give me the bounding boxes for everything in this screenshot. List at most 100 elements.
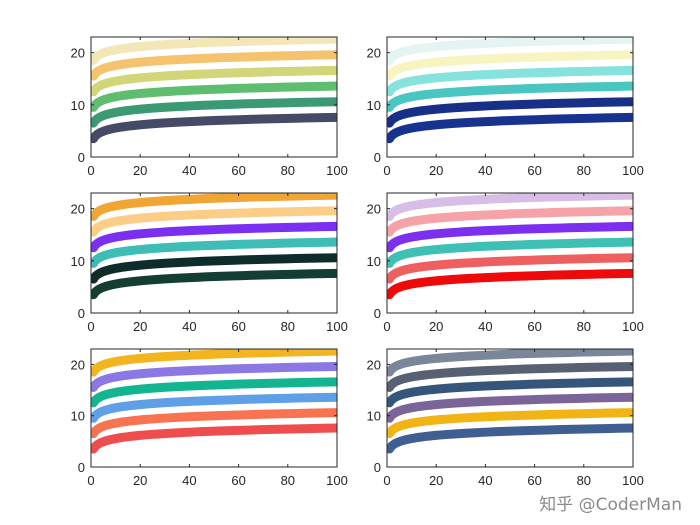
chart-panel-row-3-left: 0 20 40 60 80 100 0 10 20 xyxy=(71,348,348,488)
chart-panel-row-2-right: 0 20 40 60 80 100 0 10 20 xyxy=(367,192,644,334)
y-tick-label: 20 xyxy=(71,202,85,217)
x-tick-label: 40 xyxy=(478,473,492,488)
x-tick-label: 60 xyxy=(231,319,245,334)
series-line-4 xyxy=(387,65,633,97)
y-tick-label: 0 xyxy=(78,306,85,321)
x-tick-label: 100 xyxy=(326,473,348,488)
series-line-3 xyxy=(387,81,633,112)
x-tick-label: 40 xyxy=(182,319,196,334)
chart-panel-row-3-right: 0 20 40 60 80 100 0 10 20 xyxy=(367,348,644,488)
y-tick-label: 10 xyxy=(71,409,85,424)
x-tick-label: 100 xyxy=(326,163,348,178)
y-tick-label: 0 xyxy=(374,460,381,475)
x-tick-label: 80 xyxy=(281,473,295,488)
y-tick-label: 20 xyxy=(367,357,381,372)
series-line-3 xyxy=(91,81,337,112)
series-line-5 xyxy=(387,50,633,81)
series-line-3 xyxy=(387,392,633,423)
series-line-6 xyxy=(387,193,633,221)
x-tick-label: 0 xyxy=(383,163,390,178)
y-tick-label: 10 xyxy=(367,98,381,113)
x-tick-label: 80 xyxy=(577,473,591,488)
x-tick-label: 0 xyxy=(383,319,390,334)
x-tick-label: 20 xyxy=(429,163,443,178)
x-tick-label: 100 xyxy=(622,163,644,178)
x-tick-label: 100 xyxy=(622,473,644,488)
x-tick-label: 40 xyxy=(182,473,196,488)
x-tick-label: 20 xyxy=(133,319,147,334)
x-tick-label: 80 xyxy=(281,163,295,178)
series-line-5 xyxy=(91,206,337,237)
x-tick-label: 40 xyxy=(182,163,196,178)
chart-panel-row-2-left: 0 20 40 60 80 100 0 10 20 xyxy=(71,192,348,334)
series-line-2 xyxy=(91,97,337,128)
axes-box xyxy=(386,348,634,468)
x-tick-label: 40 xyxy=(478,319,492,334)
y-tick-label: 10 xyxy=(71,98,85,113)
y-tick-label: 10 xyxy=(71,254,85,269)
series-line-1 xyxy=(387,268,633,300)
y-tick-label: 0 xyxy=(374,306,381,321)
series-line-2 xyxy=(387,408,633,439)
series-line-4 xyxy=(91,377,337,408)
series-line-1 xyxy=(387,423,633,454)
axes-box xyxy=(90,348,338,468)
series-line-5 xyxy=(91,50,337,81)
series-line-3 xyxy=(91,237,337,268)
series-line-1 xyxy=(91,268,337,300)
axes-box xyxy=(90,36,338,158)
series-line-4 xyxy=(387,221,633,253)
series-line-6 xyxy=(91,349,337,377)
chart-panel-row-1-right: 0 20 40 60 80 100 0 10 20 xyxy=(367,36,644,178)
y-tick-label: 10 xyxy=(367,254,381,269)
x-tick-label: 100 xyxy=(326,319,348,334)
series-line-2 xyxy=(91,408,337,439)
axes-box xyxy=(386,192,634,314)
y-tick-label: 20 xyxy=(71,357,85,372)
x-tick-label: 100 xyxy=(622,319,644,334)
x-tick-label: 20 xyxy=(429,473,443,488)
series-line-2 xyxy=(387,253,633,284)
y-tick-label: 10 xyxy=(367,409,381,424)
y-tick-label: 0 xyxy=(374,150,381,165)
series-line-4 xyxy=(91,221,337,253)
series-line-1 xyxy=(387,112,633,144)
axes-box xyxy=(90,192,338,314)
series-line-5 xyxy=(387,206,633,237)
x-tick-label: 0 xyxy=(87,319,94,334)
series-line-2 xyxy=(387,97,633,128)
chart-panel-row-1-left: 0 20 40 60 80 100 0 10 20 xyxy=(71,36,348,178)
series-line-3 xyxy=(91,392,337,423)
series-line-6 xyxy=(91,193,337,221)
series-line-1 xyxy=(91,423,337,454)
x-tick-label: 20 xyxy=(133,163,147,178)
series-line-4 xyxy=(91,65,337,97)
series-line-4 xyxy=(387,377,633,408)
y-tick-label: 0 xyxy=(78,460,85,475)
x-tick-label: 60 xyxy=(231,473,245,488)
series-line-5 xyxy=(91,361,337,392)
y-tick-label: 20 xyxy=(71,46,85,61)
series-line-1 xyxy=(91,112,337,144)
x-tick-label: 0 xyxy=(87,473,94,488)
watermark-label: 知乎 @CoderMan xyxy=(539,495,682,515)
x-tick-label: 60 xyxy=(231,163,245,178)
axes-box xyxy=(386,36,634,158)
x-tick-label: 80 xyxy=(577,319,591,334)
x-tick-label: 60 xyxy=(527,163,541,178)
x-tick-label: 20 xyxy=(133,473,147,488)
x-tick-label: 80 xyxy=(281,319,295,334)
x-tick-label: 40 xyxy=(478,163,492,178)
series-line-5 xyxy=(387,361,633,392)
series-line-6 xyxy=(387,349,633,377)
x-tick-label: 0 xyxy=(87,163,94,178)
series-line-3 xyxy=(387,237,633,268)
x-tick-label: 60 xyxy=(527,319,541,334)
x-tick-label: 0 xyxy=(383,473,390,488)
x-tick-label: 80 xyxy=(577,163,591,178)
y-tick-label: 20 xyxy=(367,202,381,217)
y-tick-label: 0 xyxy=(78,150,85,165)
series-line-6 xyxy=(91,37,337,65)
x-tick-label: 20 xyxy=(429,319,443,334)
